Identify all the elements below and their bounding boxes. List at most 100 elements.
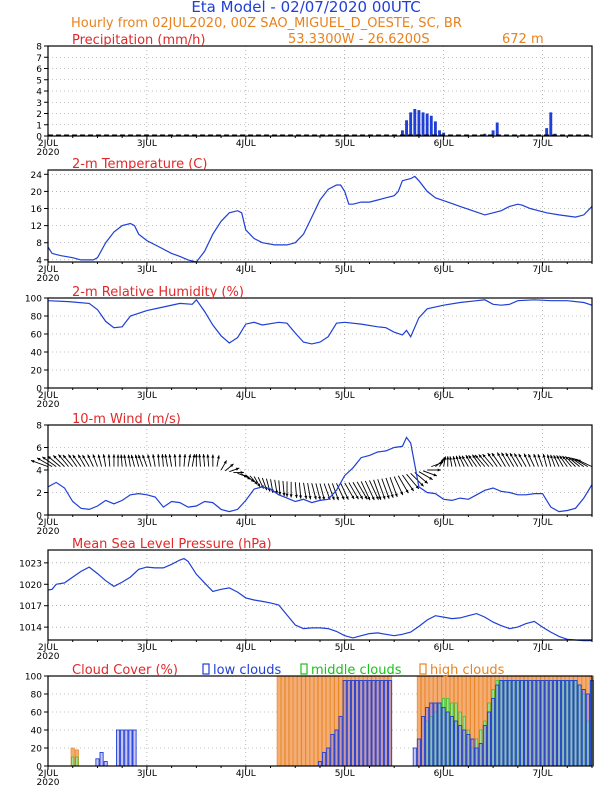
wind-arrow-head [546, 454, 550, 458]
low-cloud-bar [561, 680, 566, 767]
low-cloud-bar [355, 680, 360, 767]
low-cloud-bar [103, 761, 108, 767]
wind-arrow [348, 482, 359, 500]
wind-arrow-head [501, 452, 505, 457]
wind-arrow-head [577, 459, 581, 463]
wind-series-line [47, 436, 593, 513]
wind-arrow [406, 473, 420, 490]
wind-arrow-head [505, 452, 509, 457]
low-cloud-bar [515, 680, 520, 767]
wind-arrow-head [42, 456, 46, 460]
wind-arrow-head [82, 454, 86, 459]
low-cloud-bar [116, 729, 121, 767]
low-cloud-bar [330, 734, 335, 767]
high-cloud-bar [280, 675, 285, 767]
wind-arrow-head [173, 454, 177, 458]
wind-arrow-head [192, 454, 196, 458]
low-cloud-bar [470, 738, 475, 767]
x-year-label: 2020 [37, 274, 60, 284]
precip-bar [545, 128, 549, 136]
wind-arrow-head [127, 454, 131, 459]
low-cloud-bar [359, 680, 364, 767]
wind-arrow [369, 480, 379, 500]
wind-arrow-head [78, 454, 82, 459]
precip-bar [409, 112, 413, 136]
low-cloud-bar [421, 716, 426, 767]
x-tick-label: 5JUL [335, 391, 355, 401]
low-cloud-bar [462, 729, 467, 767]
x-tick-label: 5JUL [335, 139, 355, 149]
wind-arrow [360, 481, 371, 501]
wind-arrow-head [550, 454, 554, 459]
y-tick-label: 16 [31, 205, 43, 215]
wind-arrow-head [433, 473, 437, 477]
wind-arrow-head [571, 457, 575, 461]
low-cloud-bar [433, 702, 438, 767]
wind-arrow-head [161, 454, 165, 458]
wind-arrow-head [574, 458, 578, 462]
wind-arrow-head [278, 491, 282, 496]
wind-arrow-head [491, 453, 495, 457]
wind-arrow-head [562, 455, 566, 460]
x-tick-label: 5JUL [335, 518, 355, 528]
low-cloud-bar [540, 680, 545, 767]
wind-arrow-head [147, 454, 151, 458]
station-elevation: 672 m [502, 32, 544, 47]
panel-frame [47, 297, 593, 389]
cloud-cover-panel: 0 20 40 60 80 100 2JUL 3JUL 4JUL 5JUL 6JUL 7JUL 2020… [25, 663, 595, 788]
high-cloud-bar [293, 675, 298, 767]
high-cloud-bar [309, 675, 314, 767]
precip-bar [400, 130, 404, 136]
x-tick-label: 2JUL [38, 769, 58, 779]
x-tick-label: 6JUL [434, 139, 454, 149]
low-cloud-bar [322, 752, 327, 767]
wind-arrow-head [68, 454, 72, 458]
wind-arrow-head [331, 496, 335, 501]
wind-arrow-head [134, 454, 138, 459]
x-tick-label: 2JUL [38, 139, 58, 149]
precip-bar [421, 112, 425, 136]
low-cloud-bar [544, 680, 549, 767]
y-tick-label: 6 [36, 444, 42, 454]
wind-arrow-head [524, 453, 527, 458]
y-tick-label: 80 [31, 313, 43, 323]
wind-arrow-head [367, 496, 371, 501]
low-cloud-bar [367, 680, 372, 767]
y-tick-label: 2 [36, 489, 42, 499]
y-tick-label: 1 [36, 121, 42, 131]
wind-arrow-head [437, 468, 441, 472]
low-cloud-bar [507, 680, 512, 767]
wind-arrow-head [514, 453, 518, 457]
x-year-label: 2020 [37, 148, 60, 158]
low-cloud-bar [466, 734, 471, 767]
wind-arrow-head [97, 454, 101, 458]
wind-arrow-head [420, 483, 424, 487]
wind-arrow-head [211, 454, 215, 458]
low-cloud-bar [95, 758, 100, 767]
wind-arrow-head [289, 494, 293, 498]
wind-arrow-head [92, 454, 96, 458]
x-tick-label: 6JUL [434, 643, 454, 653]
wind-arrow-head [335, 496, 339, 501]
wind-arrow-head [509, 453, 513, 457]
wind-arrow-head [359, 495, 363, 500]
low-cloud-bar [495, 684, 500, 767]
y-tick-label: 8 [36, 43, 42, 53]
wind-arrow-head [152, 454, 156, 458]
wind-arrow-head [497, 452, 501, 456]
panel-frame [47, 169, 593, 263]
low-cloud-bar [453, 720, 459, 767]
y-tick-label: 20 [31, 745, 43, 755]
x-tick-label: 2JUL [38, 643, 58, 653]
wind-arrow-head [482, 454, 486, 458]
middle-cloud-bar [75, 756, 79, 767]
low-cloud-bar [425, 707, 430, 767]
wind-arrow-head [355, 495, 359, 500]
pressure-panel: 1014 1017 1020 1023 2JUL 3JUL 4JUL 5JUL 6JUL 7JUL… [19, 537, 593, 662]
wind-arrow-head [415, 485, 419, 489]
wind-arrow-head [53, 455, 57, 459]
precip-bar [405, 120, 408, 136]
wind-arrow-head [188, 454, 192, 458]
legend-swatch [419, 663, 427, 675]
low-cloud-bar [317, 761, 323, 767]
